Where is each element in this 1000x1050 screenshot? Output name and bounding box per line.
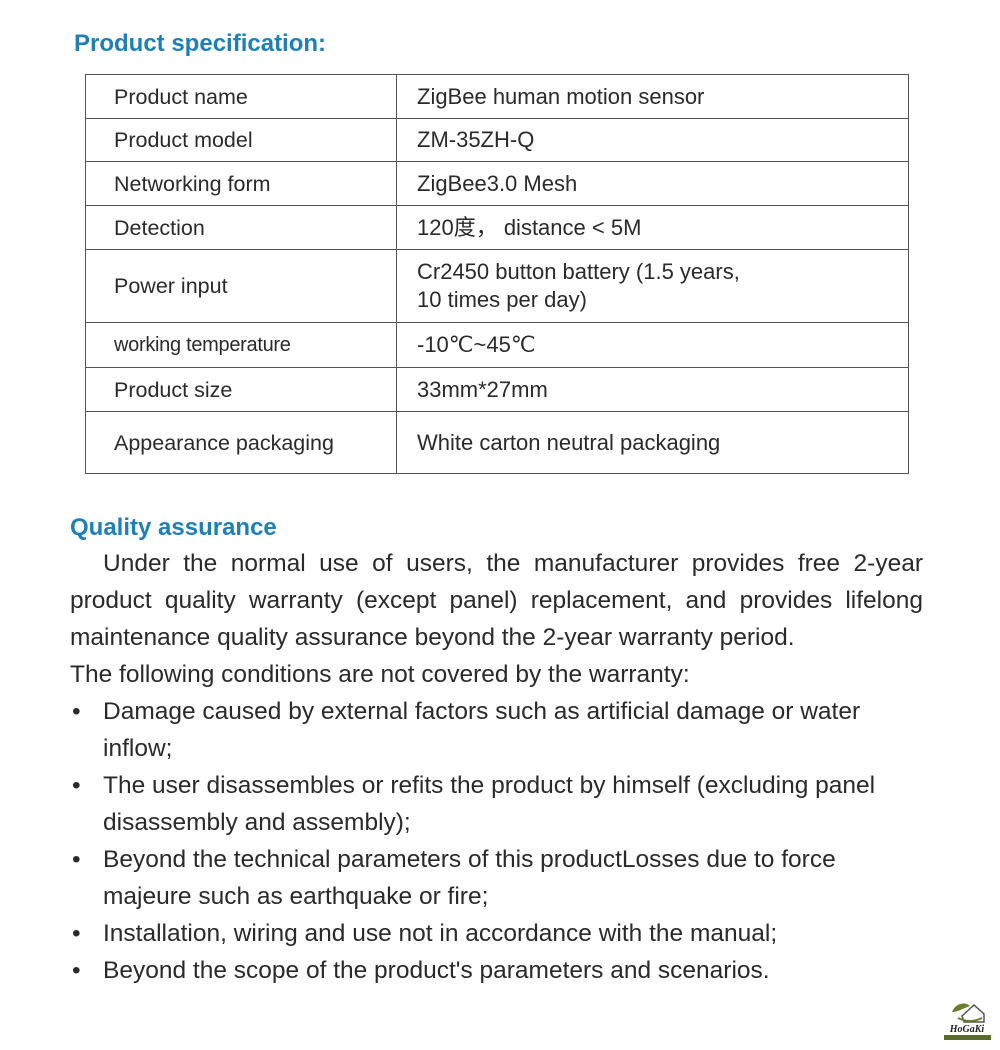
spec-key: Networking form — [85, 161, 397, 206]
spec-value: 33mm*27mm — [396, 367, 909, 412]
spec-value: Cr2450 button battery (1.5 years, 10 tim… — [396, 249, 909, 323]
spec-row: Product model ZM-35ZH-Q — [85, 118, 909, 162]
spec-key: working temperature — [85, 322, 397, 368]
list-item: • Damage caused by external factors such … — [70, 693, 923, 767]
spec-row: Product size 33mm*27mm — [85, 367, 909, 412]
exclusion-list: • Damage caused by external factors such … — [70, 693, 923, 989]
spec-row: Networking form ZigBee3.0 Mesh — [85, 161, 909, 206]
bullet: • — [72, 920, 81, 947]
quality-paragraph: Under the normal use of users, the manuf… — [70, 550, 923, 651]
list-item-text: The user disassembles or refits the prod… — [103, 772, 876, 836]
list-item-text: Beyond the technical parameters of this … — [103, 846, 836, 910]
spec-key: Appearance packaging — [85, 411, 397, 474]
spec-key: Product name — [85, 74, 397, 119]
list-item-text: Damage caused by external factors such a… — [103, 698, 861, 762]
list-item-text: Installation, wiring and use not in acco… — [103, 920, 778, 947]
list-item: • Beyond the technical parameters of this… — [70, 841, 923, 915]
spec-value: White carton neutral packaging — [396, 411, 909, 474]
list-item: • Beyond the scope of the product's param… — [70, 952, 923, 989]
spec-row: Product name ZigBee human motion sensor — [85, 74, 909, 119]
spec-row: Power input Cr2450 button battery (1.5 ye… — [85, 249, 909, 323]
bullet: • — [72, 698, 81, 725]
spec-value: ZM-35ZH-Q — [396, 118, 909, 162]
spec-title: Product specification: — [74, 30, 327, 57]
quality-title: Quality assurance — [70, 514, 277, 541]
bullet: • — [72, 957, 81, 984]
spec-row: Appearance packaging White carton neutral… — [85, 411, 909, 474]
list-item-text: Beyond the scope of the product's parame… — [103, 957, 770, 984]
spec-key: Detection — [85, 205, 397, 250]
spec-value: ZigBee human motion sensor — [396, 74, 909, 119]
spec-row: working temperature -10℃~45℃ — [85, 322, 909, 368]
spec-row: Detection 120度， distance < 5M — [85, 205, 909, 250]
bullet: • — [72, 846, 81, 873]
spec-key: Product model — [85, 118, 397, 162]
spec-key: Power input — [85, 249, 397, 323]
quality-section: Under the normal use of users, the manuf… — [70, 545, 923, 989]
spec-table: Product name ZigBee human motion sensor P… — [85, 74, 909, 474]
hogaki-logo: HoGaKi — [944, 1003, 991, 1040]
bullet: • — [72, 772, 81, 799]
spec-value: ZigBee3.0 Mesh — [396, 161, 909, 206]
svg-text:HoGaKi: HoGaKi — [949, 1024, 985, 1035]
list-item: • Installation, wiring and use not in acc… — [70, 915, 923, 952]
spec-value: 120度， distance < 5M — [396, 205, 909, 250]
quality-intro: The following conditions are not covered… — [70, 661, 690, 688]
spec-value: -10℃~45℃ — [396, 322, 909, 368]
list-item: • The user disassembles or refits the pro… — [70, 767, 923, 841]
spec-key: Product size — [85, 367, 397, 412]
